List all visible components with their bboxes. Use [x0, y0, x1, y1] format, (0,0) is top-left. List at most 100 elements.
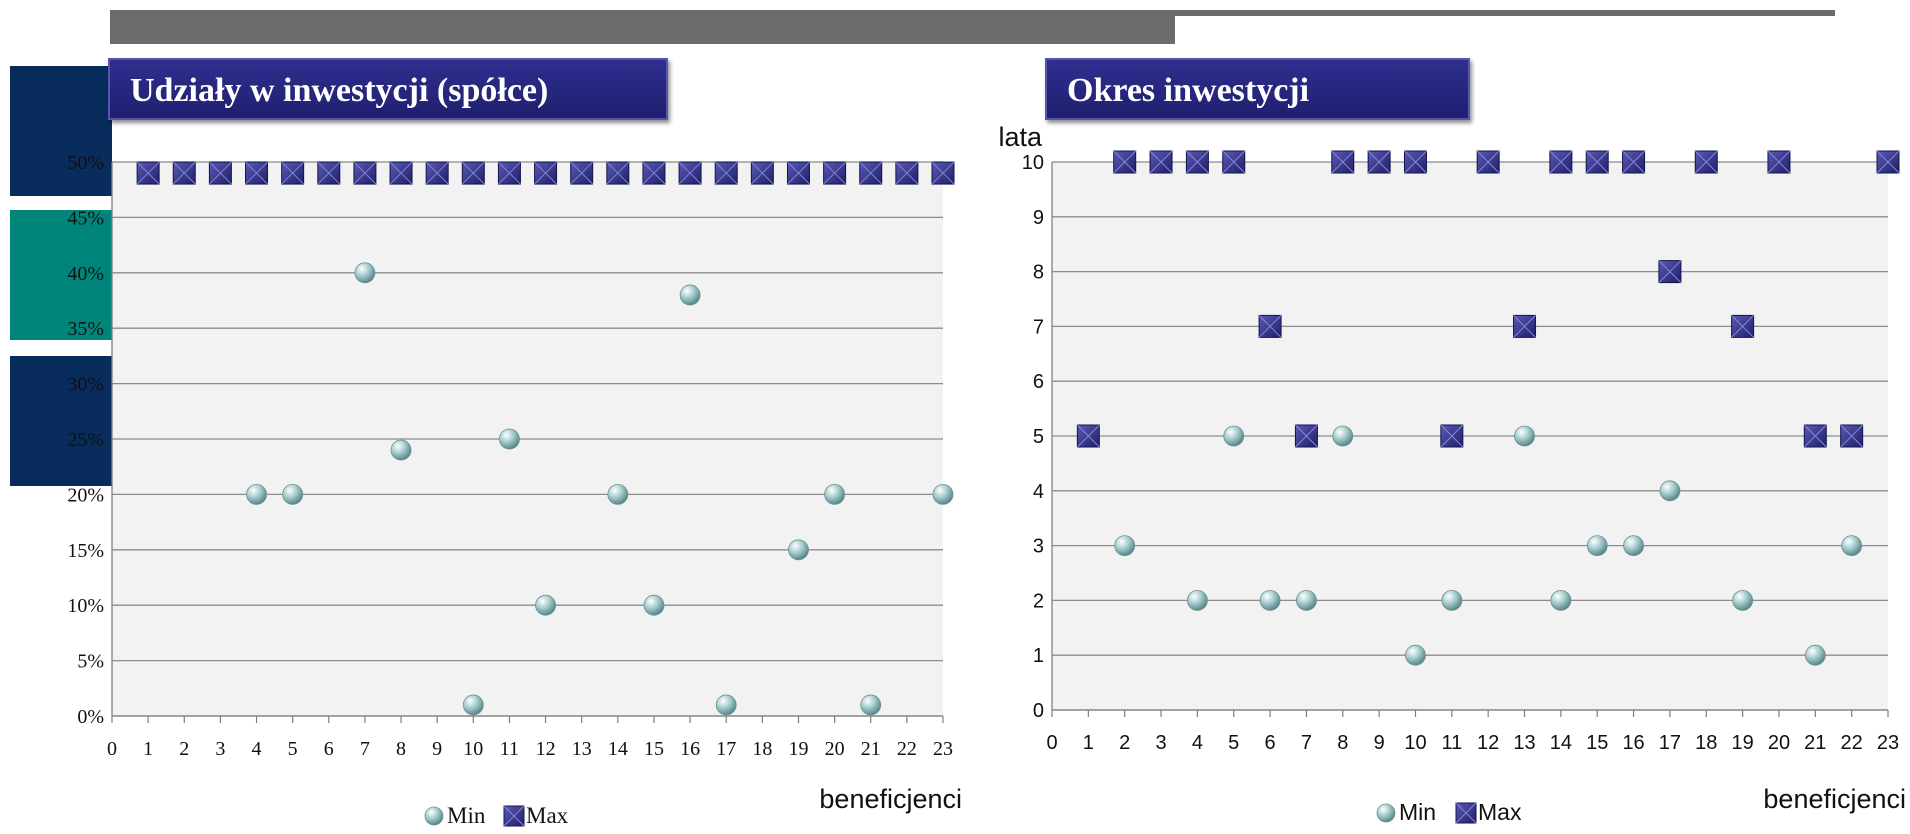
marker-max	[1258, 314, 1282, 338]
marker-min	[1296, 590, 1317, 611]
x-tick-label: 8	[1337, 732, 1348, 754]
legend-max-icon	[1455, 802, 1477, 824]
marker-max	[281, 161, 305, 185]
marker-min	[499, 428, 520, 450]
marker-min	[535, 594, 556, 616]
marker-max	[1294, 424, 1318, 448]
marker-min	[282, 483, 304, 505]
marker-min	[1804, 644, 1826, 666]
x-tick-label: 14	[1550, 732, 1572, 754]
x-tick-label: 13	[572, 738, 592, 760]
x-tick-label: 20	[825, 738, 845, 760]
x-tick-label: 10	[463, 738, 483, 760]
decor-block-navy-bottom	[10, 356, 112, 486]
marker-max	[245, 161, 269, 185]
marker-min	[1586, 535, 1608, 556]
x-tick-label: 13	[1513, 732, 1535, 754]
marker-min	[643, 594, 665, 616]
x-tick-label: 2	[1119, 732, 1130, 754]
x-tick-label: 1	[143, 738, 153, 760]
y-tick-label: 20%	[67, 484, 104, 506]
y-tick-label: 50%	[67, 152, 104, 174]
marker-min	[1550, 590, 1572, 611]
legend-min-icon	[424, 806, 444, 826]
marker-min	[788, 539, 809, 561]
marker-max	[1767, 150, 1791, 174]
x-tick-label: 6	[324, 738, 334, 760]
x-tick-label: 21	[861, 738, 881, 760]
marker-max	[823, 161, 847, 185]
marker-max	[172, 161, 196, 185]
x-tick-label: 3	[215, 738, 225, 760]
legend-max-label: Max	[1478, 799, 1522, 825]
x-tick-label: 19	[788, 738, 808, 760]
x-tick-label: 11	[500, 738, 519, 760]
marker-min	[1114, 535, 1136, 556]
x-tick-label: 22	[897, 738, 917, 760]
x-tick-label: 17	[716, 738, 736, 760]
x-tick-label: 22	[1841, 732, 1863, 754]
marker-min	[462, 694, 484, 716]
chart-title-shares: Udziały w inwestycji (spółce)	[108, 58, 668, 120]
y-tick-label: 8	[1033, 262, 1044, 284]
y-tick-label: 25%	[67, 429, 104, 451]
marker-max	[895, 161, 919, 185]
y-tick-label: 5%	[77, 651, 104, 673]
marker-max	[570, 161, 594, 185]
marker-min	[1441, 590, 1463, 611]
marker-min	[1332, 425, 1354, 447]
x-tick-label: 20	[1768, 732, 1790, 754]
y-tick-label: 6	[1033, 371, 1044, 393]
x-tick-label: 5	[1228, 732, 1239, 754]
marker-min	[390, 439, 412, 461]
x-tick-label: 11	[1441, 732, 1462, 754]
marker-min	[1405, 644, 1426, 666]
marker-max	[425, 161, 449, 185]
marker-min	[354, 262, 376, 284]
decor-block-navy-top	[10, 66, 112, 196]
x-tick-label: 7	[1301, 732, 1312, 754]
marker-max	[606, 161, 630, 185]
decor-block-teal	[10, 210, 112, 340]
x-tick-label: 16	[680, 738, 700, 760]
marker-max	[1403, 150, 1427, 174]
marker-min	[1732, 590, 1754, 611]
y-tick-label: 9	[1033, 207, 1044, 229]
y-tick-label: 30%	[67, 374, 104, 396]
marker-max	[1585, 150, 1609, 174]
y-axis-title: lata	[998, 122, 1043, 152]
x-tick-label: 17	[1659, 732, 1681, 754]
y-tick-label: 10	[1022, 152, 1044, 174]
x-axis-title: beneficjenci	[819, 784, 962, 814]
x-tick-label: 14	[608, 738, 628, 760]
marker-max	[1149, 150, 1173, 174]
y-tick-label: 40%	[67, 263, 104, 285]
x-tick-label: 9	[1374, 732, 1385, 754]
chart-title-period: Okres inwestycji	[1045, 58, 1470, 120]
marker-max	[136, 161, 160, 185]
x-tick-label: 7	[360, 738, 370, 760]
x-tick-label: 21	[1804, 732, 1826, 754]
x-tick-label: 4	[1192, 732, 1203, 754]
x-tick-label: 3	[1155, 732, 1166, 754]
x-axis-title: beneficjenci	[1763, 784, 1906, 814]
marker-max	[389, 161, 413, 185]
x-tick-label: 19	[1731, 732, 1753, 754]
x-tick-label: 15	[1586, 732, 1608, 754]
y-tick-label: 4	[1033, 481, 1044, 503]
x-tick-label: 23	[933, 738, 953, 760]
marker-min	[715, 694, 737, 716]
marker-max	[859, 161, 883, 185]
marker-max	[1549, 150, 1573, 174]
marker-min	[1223, 425, 1245, 447]
marker-max	[1694, 150, 1718, 174]
marker-max	[1076, 424, 1100, 448]
x-tick-label: 8	[396, 738, 406, 760]
marker-max	[1185, 150, 1209, 174]
marker-max	[497, 161, 521, 185]
marker-min	[1841, 535, 1863, 556]
y-tick-label: 1	[1033, 645, 1044, 667]
x-tick-label: 10	[1404, 732, 1426, 754]
y-tick-label: 3	[1033, 536, 1044, 558]
